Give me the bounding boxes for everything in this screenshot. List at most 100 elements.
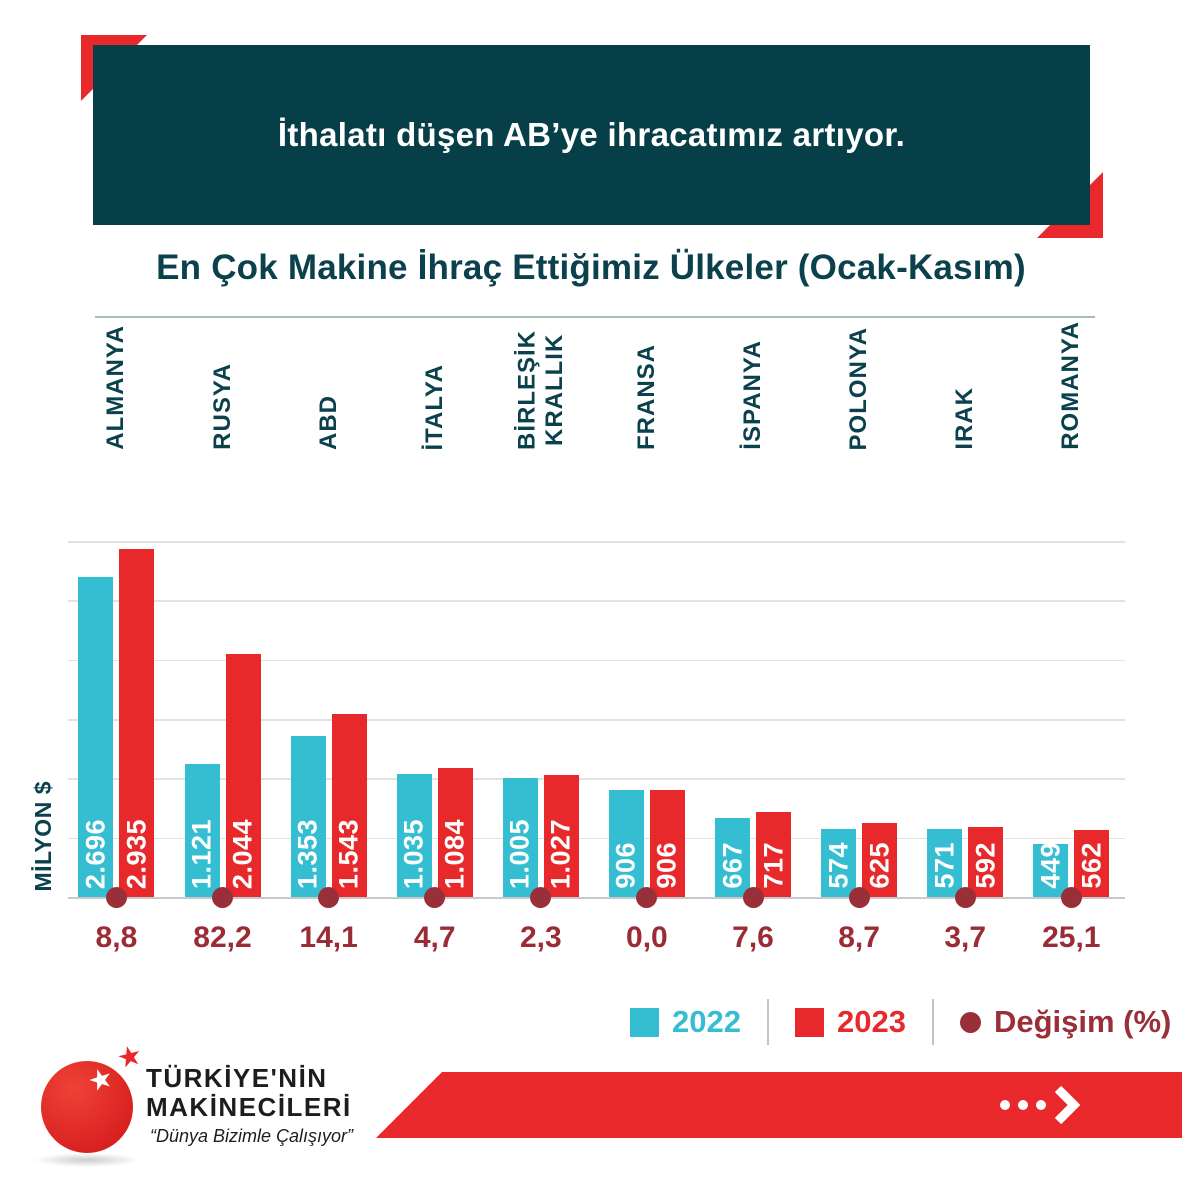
change-percent-label: 82,2 [193, 921, 252, 954]
y-axis-label: MİLYON $ [30, 781, 56, 892]
bar-2022-9: 449 [1033, 842, 1069, 897]
change-dot-icon [954, 886, 976, 908]
change-percent-label: 8,7 [838, 921, 880, 954]
change-dot-icon [1060, 886, 1082, 908]
country-label-text: FRANSA [633, 344, 661, 450]
bar-2022-3: 1.035 [396, 774, 432, 897]
bar-value-label: 1.005 [504, 818, 535, 889]
bar-2022-5: 906 [608, 789, 644, 897]
country-label-text: ABD [314, 395, 342, 450]
bar-2022-2: 1.353 [290, 736, 326, 897]
bar-value-label: 574 [823, 842, 854, 889]
change-percent-label: 14,1 [299, 921, 358, 954]
legend-swatch-icon [630, 1007, 659, 1037]
change-percent-label: 8,8 [95, 921, 138, 954]
y-axis-label-wrap: MİLYON $ [30, 781, 57, 897]
main-title: İthalatı düşen AB’ye ihracatımız artıyor… [277, 116, 906, 153]
bar-value-label: 571 [929, 842, 960, 889]
chart-legend: 2022 2023 Değişim (%) [630, 999, 1171, 1045]
country-label-text: BİRLEŞİK KRALLIK [513, 329, 568, 450]
bar-2023-1: 2.044 [225, 654, 261, 897]
logo-tagline: “Dünya Bizimle Çalışıyor” [150, 1126, 354, 1146]
bar-value-label: 1.121 [186, 818, 217, 889]
star-icon: ★ [113, 1038, 146, 1075]
bar-value-label: 717 [758, 842, 788, 889]
bar-2023-0: 2.935 [119, 548, 155, 897]
bar-2022-4: 1.005 [502, 777, 538, 897]
bar-value-label: 2.696 [80, 818, 111, 889]
bar-value-label: 1.027 [545, 818, 576, 889]
bar-value-label: 625 [864, 842, 895, 889]
subtitle-divider [95, 316, 1095, 318]
bar-2023-4: 1.027 [543, 775, 579, 897]
bar-value-label: 667 [717, 842, 747, 889]
change-dot-icon [212, 886, 233, 908]
country-label-text: ALMANYA [102, 325, 130, 450]
change-percent-label: 4,7 [413, 921, 456, 954]
gridline [68, 600, 1125, 602]
country-label-text: İSPANYA [739, 340, 767, 450]
change-percent-label: 25,1 [1042, 921, 1101, 954]
title-banner: İthalatı düşen AB’ye ihracatımız artıyor… [93, 45, 1090, 225]
logo-text-line2: MAKİNECİLERİ [146, 1092, 352, 1122]
gridline [68, 659, 1125, 662]
country-label: ROMANYA [1058, 321, 1086, 455]
legend-divider [766, 999, 769, 1045]
country-label: İTALYA [421, 364, 449, 455]
change-percent-label: 2,3 [519, 921, 562, 954]
bar-value-label: 906 [610, 842, 641, 889]
legend-label: 2022 [672, 1004, 741, 1039]
legend-item: Değişim (%) [959, 1004, 1172, 1040]
legend-item: 2023 [794, 1004, 906, 1040]
bar-value-label: 1.543 [333, 818, 364, 889]
bar-value-label: 592 [970, 842, 1001, 889]
legend-divider [931, 999, 934, 1045]
country-label: ABD [315, 395, 343, 455]
bar-2023-9: 562 [1074, 830, 1110, 897]
bar-value-label: 1.084 [439, 818, 470, 889]
country-label: RUSYA [209, 363, 237, 455]
country-label: ALMANYA [103, 325, 131, 455]
change-dot-icon [424, 886, 446, 908]
legend-swatch-icon [794, 1007, 824, 1037]
bar-2022-8: 571 [927, 829, 963, 897]
change-dot-icon [742, 886, 764, 908]
logo-shadow [33, 1153, 141, 1167]
change-dot-icon [318, 886, 340, 908]
bar-2022-0: 2.696 [78, 577, 114, 897]
gridline [68, 897, 1125, 899]
change-dot-icon [848, 886, 870, 908]
country-label: BİRLEŞİK KRALLIK [513, 330, 568, 455]
bar-value-label: 562 [1076, 842, 1107, 889]
bar-value-label: 1.353 [292, 818, 323, 889]
footer-ribbon [376, 1072, 1182, 1138]
change-percent-label: 7,6 [732, 921, 774, 954]
change-dot-icon [105, 886, 127, 908]
country-label: FRANSA [633, 344, 661, 455]
bar-2023-5: 906 [649, 789, 685, 897]
bar-value-label: 449 [1035, 842, 1066, 889]
bar-2022-1: 1.121 [184, 763, 220, 897]
bar-2023-7: 625 [862, 822, 898, 897]
change-percent-label: 0,0 [626, 921, 668, 954]
country-label-text: POLONYA [845, 326, 873, 450]
logo-circle [41, 1061, 133, 1153]
bar-2022-7: 574 [821, 828, 857, 897]
gridline [68, 778, 1125, 780]
logo-text-line1: TÜRKİYE'NİN [146, 1063, 328, 1093]
country-label-text: IRAK [951, 387, 979, 450]
change-dot-icon [636, 886, 658, 908]
country-label-text: ROMANYA [1057, 321, 1085, 450]
chart-subtitle: En Çok Makine İhraç Ettiğimiz Ülkeler (O… [156, 248, 1026, 287]
gridline [68, 837, 1125, 840]
country-label-text: RUSYA [208, 363, 236, 450]
dots-arrow-right-icon[interactable] [998, 1085, 1094, 1125]
gridline [68, 719, 1125, 721]
legend-label: 2023 [836, 1004, 906, 1039]
legend-label: Değişim (%) [993, 1004, 1172, 1039]
bar-2023-2: 1.543 [331, 713, 367, 897]
legend-item: 2022 [630, 1004, 741, 1040]
gridline [68, 541, 1125, 543]
bar-2023-3: 1.084 [437, 768, 473, 897]
